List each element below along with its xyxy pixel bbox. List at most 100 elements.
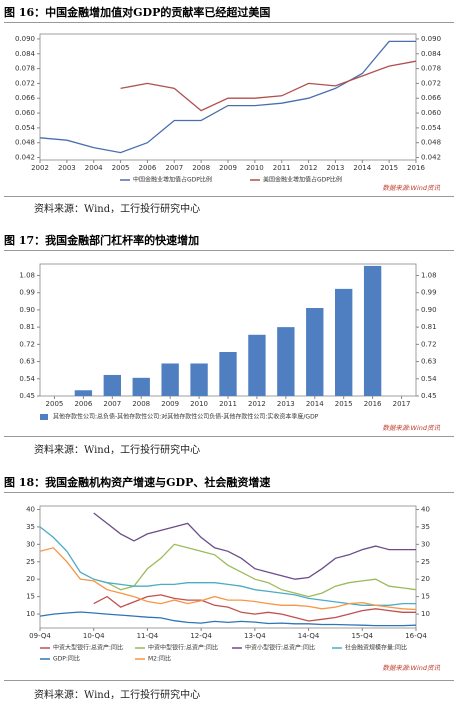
x-tick-label: 15-Q4 (351, 632, 373, 640)
figure-title: 图 18：我国金融机构资产增速与GDP、社会融资增速 (4, 474, 454, 493)
source: 资料来源：Wind，工行投行研究中心 (34, 690, 201, 701)
y-tick-label: 1.08 (19, 271, 35, 279)
legend-label: GDP:同比 (53, 655, 80, 663)
figure-title: 图 17：我国金融部门杠杆率的快速增加 (4, 232, 454, 251)
x-tick-label: 2009 (219, 164, 237, 172)
bar (248, 334, 266, 396)
y-tick-label: 30 (26, 540, 35, 548)
bar (103, 374, 121, 396)
bar (190, 363, 208, 396)
y2-tick-label: 0.99 (421, 289, 437, 297)
x-tick-label: 10-Q4 (83, 632, 105, 640)
chart: 0.45 0.45 0.54 0.54 0.63 0.63 0.72 0.72 0.81 0.81… (19, 263, 440, 432)
legend-label: M2:同比 (148, 655, 171, 663)
x-tick-label: 2012 (300, 164, 318, 172)
y2-tick-label: 0.060 (421, 109, 441, 117)
x-tick-label: 2011 (219, 400, 237, 408)
y-tick-label: 0.054 (15, 124, 36, 132)
watermark: 数据来源:Wind资讯 (382, 664, 440, 672)
bar (219, 352, 237, 396)
y2-tick-label: 0.042 (421, 154, 441, 162)
x-tick-label: 2012 (248, 400, 266, 408)
legend-label: 中资小型银行:总资产:同比 (245, 644, 315, 652)
y-tick-label: 0.060 (15, 109, 35, 117)
x-tick-label: 2017 (393, 400, 411, 408)
x-tick-label: 2011 (273, 164, 291, 172)
y2-tick-label: 0.054 (421, 124, 442, 132)
x-tick-label: 2007 (165, 164, 183, 172)
x-tick-label: 2016 (364, 400, 382, 408)
x-tick-label: 2010 (190, 400, 208, 408)
line-series (39, 40, 416, 154)
figure-title: 图 16：中国金融增加值对GDP的贡献率已经超过美国 (4, 4, 454, 23)
x-tick-label: 2008 (192, 164, 210, 172)
x-tick-label: 2013 (327, 164, 345, 172)
y-tick-label: 0.81 (19, 323, 35, 331)
x-tick-label: 2009 (161, 400, 179, 408)
watermark: 数据来源:Wind资讯 (382, 424, 440, 432)
y-tick-label: 20 (26, 575, 35, 583)
source: 资料来源：Wind，工行投行研究中心 (34, 204, 201, 215)
x-tick-label: 2003 (58, 164, 76, 172)
bar (335, 288, 353, 396)
line-series (93, 543, 417, 598)
bar (277, 327, 295, 396)
y-tick-label: 35 (26, 523, 35, 531)
bar (132, 377, 150, 396)
x-tick-label: 16-Q4 (405, 632, 427, 640)
y2-tick-label: 0.090 (421, 35, 441, 43)
x-tick-label: 2006 (74, 400, 92, 408)
bar (74, 390, 93, 396)
x-tick-label: 12-Q4 (190, 632, 212, 640)
separator (4, 196, 454, 197)
y2-tick-label: 0.066 (421, 94, 442, 102)
y-tick-label: 0.066 (15, 94, 36, 102)
x-tick-label: 2016 (407, 164, 425, 172)
y2-tick-label: 20 (421, 575, 430, 583)
x-tick-label: 2015 (335, 400, 353, 408)
plot-frame (39, 33, 417, 161)
y-tick-label: 0.090 (15, 35, 35, 43)
line-series (93, 512, 416, 580)
y-tick-label: 10 (26, 610, 35, 618)
line-series (93, 594, 416, 622)
y-tick-label: 0.048 (15, 139, 35, 147)
y2-tick-label: 0.63 (421, 358, 437, 366)
y2-tick-label: 25 (421, 558, 430, 566)
x-tick-label: 2014 (306, 400, 324, 408)
x-tick-label: 2004 (85, 164, 103, 172)
x-tick-label: 2013 (277, 400, 295, 408)
legend-label: 中国金融业增加值占GDP比例 (133, 176, 212, 184)
bar (161, 363, 179, 396)
legend-label: 美国金融业增加值占GDP比例 (263, 176, 342, 184)
chart: 0.042 0.042 0.048 0.048 0.054 0.054 0.060 0.060… (15, 33, 442, 192)
y-tick-label: 0.45 (19, 392, 35, 400)
legend-swatch (40, 414, 48, 420)
y2-tick-label: 0.048 (421, 139, 441, 147)
x-tick-label: 2014 (353, 164, 371, 172)
legend-label: 其他存款性公司:总负债-其他存款性公司:对其他存款性公司负债-其他存款性公司:实… (53, 413, 319, 421)
legend-label: 中资大型银行:总资产:同比 (53, 644, 123, 652)
separator (4, 680, 454, 681)
legend-label: 中资中型银行:总资产:同比 (148, 644, 218, 652)
y2-tick-label: 15 (421, 593, 430, 601)
x-tick-label: 2006 (139, 164, 157, 172)
y2-tick-label: 1.08 (421, 271, 437, 279)
y-tick-label: 25 (26, 558, 35, 566)
y-tick-label: 0.63 (19, 358, 35, 366)
x-tick-label: 2007 (103, 400, 121, 408)
y2-tick-label: 0.45 (421, 392, 437, 400)
y2-tick-label: 0.72 (421, 340, 437, 348)
bar (306, 308, 324, 396)
y2-tick-label: 0.078 (421, 65, 441, 73)
y-tick-label: 0.042 (15, 154, 35, 162)
y2-tick-label: 40 (421, 505, 430, 513)
x-tick-label: 2005 (112, 164, 130, 172)
legend-label: 社会融资规模存量:同比 (345, 644, 407, 652)
x-tick-label: 2010 (246, 164, 264, 172)
y2-tick-label: 30 (421, 540, 430, 548)
y-tick-label: 0.72 (19, 340, 35, 348)
line-series (39, 526, 416, 606)
y-tick-label: 0.90 (19, 306, 35, 314)
x-tick-label: 11-Q4 (137, 632, 159, 640)
